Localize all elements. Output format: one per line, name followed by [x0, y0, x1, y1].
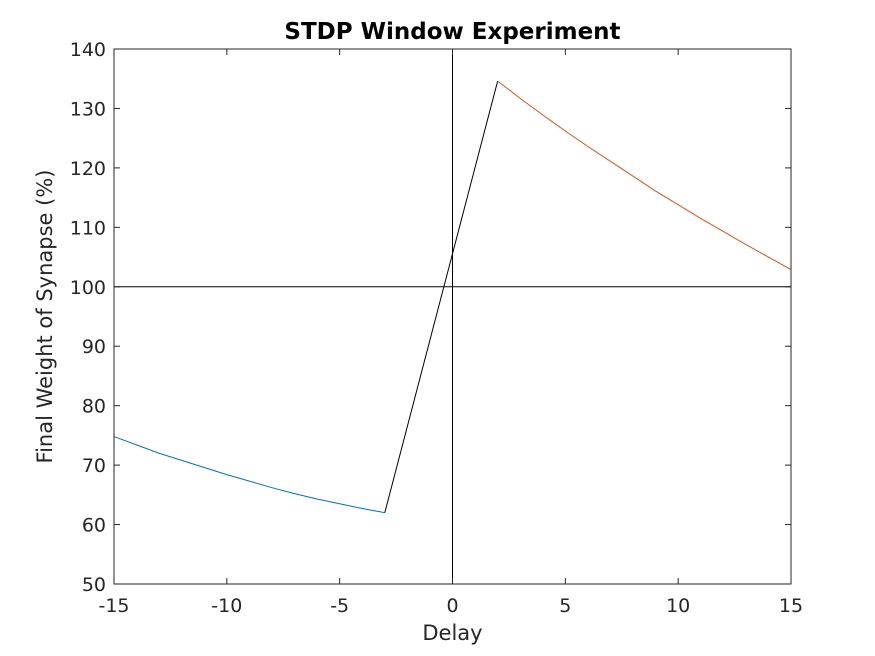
x-tick-label: 10 — [666, 595, 690, 617]
series-line-2 — [497, 80, 792, 270]
x-tick-label: -5 — [330, 595, 349, 617]
y-tick-label: 110 — [70, 217, 106, 239]
series-layer — [113, 80, 792, 514]
y-tick-label: 60 — [82, 515, 106, 537]
reference-lines — [114, 49, 791, 584]
y-tick-labels: 50 60 70 80 90 100 110 120 130 140 — [70, 39, 106, 596]
x-tick-label: -15 — [98, 595, 129, 617]
y-tick-label: 140 — [70, 39, 106, 61]
chart-title: STDP Window Experiment — [284, 19, 620, 45]
series-line-1 — [384, 80, 499, 513]
x-tick-label: 0 — [446, 595, 458, 617]
tick-marks — [113, 48, 792, 585]
x-tick-labels: -15 -10 -5 0 5 10 15 — [98, 595, 803, 617]
x-tick-label: -10 — [211, 595, 242, 617]
x-tick-label: 15 — [779, 595, 803, 617]
y-tick-label: 120 — [70, 158, 106, 180]
series-line-0 — [113, 436, 385, 514]
y-tick-label: 80 — [82, 396, 106, 418]
y-tick-label: 90 — [82, 336, 106, 358]
x-axis-label: Delay — [422, 621, 482, 645]
y-tick-label: 100 — [70, 277, 106, 299]
y-tick-label: 50 — [82, 574, 106, 596]
x-tick-label: 5 — [559, 595, 571, 617]
y-tick-label: 70 — [82, 455, 106, 477]
y-tick-label: 130 — [70, 98, 106, 120]
y-axis-label: Final Weight of Synapse (%) — [33, 170, 57, 464]
